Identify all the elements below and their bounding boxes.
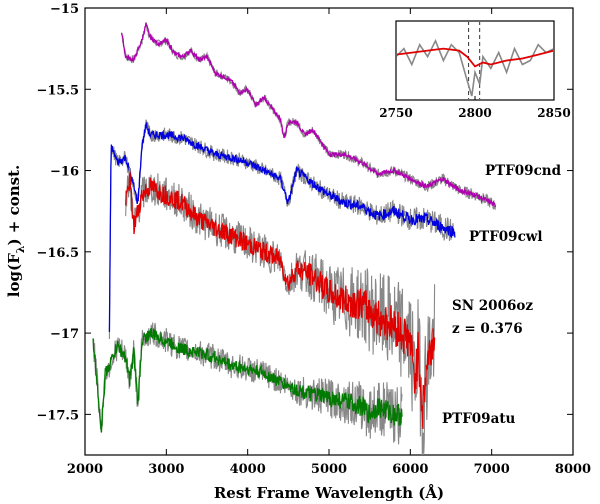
series-line-sn-2006oz bbox=[125, 171, 436, 429]
series-line-ptf09cwl bbox=[108, 122, 456, 332]
inset-x-tick-label: 2800 bbox=[458, 106, 491, 120]
inset-raw-spectrum bbox=[397, 38, 553, 97]
y-tick-label: −17.5 bbox=[36, 408, 79, 423]
y-tick-label: −15.5 bbox=[36, 83, 79, 98]
y-tick-label: −15 bbox=[50, 2, 79, 17]
inset-panel: 2750 2800 2850 bbox=[379, 20, 571, 120]
label-ptf09atu: PTF09atu bbox=[442, 411, 516, 427]
y-axis-title: log(Fλ) + const. bbox=[5, 165, 27, 297]
label-redshift: z = 0.376 bbox=[452, 321, 523, 337]
series-line-ptf09cnd bbox=[120, 22, 497, 208]
x-tick-label: 6000 bbox=[392, 462, 428, 477]
y-axis-title-sub: λ bbox=[14, 245, 27, 253]
label-ptf09cwl: PTF09cwl bbox=[469, 229, 543, 245]
x-tick-label: 4000 bbox=[230, 462, 266, 477]
y-tick-label: −16 bbox=[50, 165, 79, 180]
label-ptf09cnd: PTF09cnd bbox=[485, 163, 562, 179]
inset-x-tick-label: 2850 bbox=[537, 106, 570, 120]
inset-frame bbox=[395, 20, 555, 101]
series-line-ptf09atu bbox=[92, 327, 403, 433]
series-raw-sn-2006oz bbox=[125, 167, 436, 455]
inset-smoothed-spectrum bbox=[397, 47, 553, 68]
series-layer bbox=[92, 22, 497, 455]
axis-layer: 2000 3000 4000 5000 6000 7000 8000 −15 −15.5 −16 −… bbox=[36, 2, 591, 477]
y-tick-label: −16.5 bbox=[36, 246, 79, 261]
x-tick-label: 2000 bbox=[67, 462, 103, 477]
x-tick-label: 8000 bbox=[555, 462, 591, 477]
label-sn2006oz: SN 2006oz bbox=[452, 298, 533, 314]
y-axis-title-main: log(F bbox=[5, 253, 23, 297]
x-tick-label: 3000 bbox=[148, 462, 184, 477]
y-axis-title-tail: ) + const. bbox=[5, 165, 23, 246]
x-tick-label: 7000 bbox=[474, 462, 510, 477]
x-axis-title: Rest Frame Wavelength (Å) bbox=[214, 484, 444, 502]
y-tick-label: −17 bbox=[50, 327, 79, 342]
inset-x-tick-label: 2750 bbox=[379, 106, 412, 120]
x-tick-label: 5000 bbox=[311, 462, 347, 477]
